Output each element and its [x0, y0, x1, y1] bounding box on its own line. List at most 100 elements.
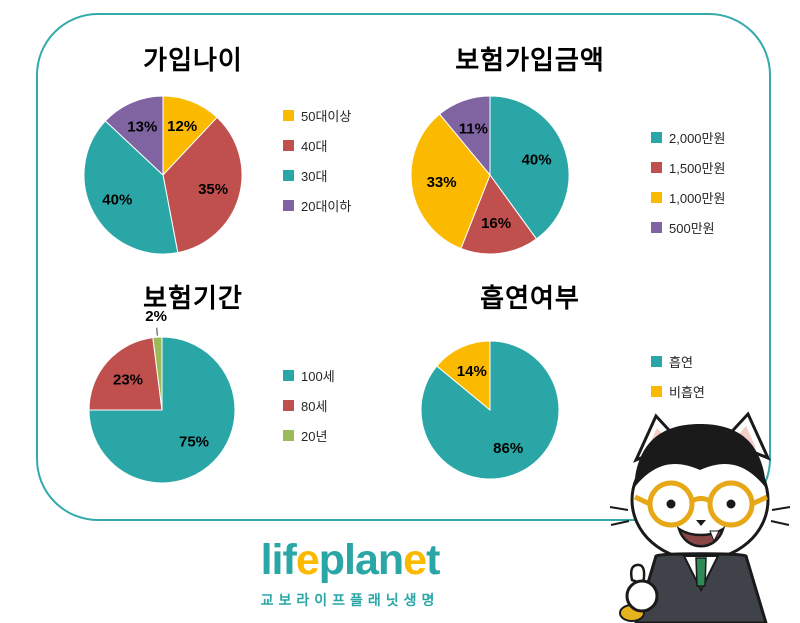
pie-percent-label: 40% [522, 151, 552, 168]
legend-item: 1,000만원 [651, 188, 725, 207]
pie-chart-smoking: 86% 14% [420, 340, 560, 480]
pie-chart-age: 12% 35% 40% 13% [83, 95, 243, 255]
pie-percent-label: 75% [179, 434, 209, 451]
logo-subtitle: 교보라이프플래닛생명 [260, 592, 440, 608]
legend-item: 20대이하 [283, 196, 351, 215]
pie-slice-500만원 [438, 95, 491, 177]
legend-item: 비흡연 [651, 382, 705, 401]
legend-label: 비흡연 [669, 385, 705, 400]
legend-label: 500만원 [669, 221, 715, 236]
pie-slice-흡연 [420, 340, 560, 480]
legend-label: 20대이하 [301, 199, 352, 214]
legend-swatch [651, 222, 662, 233]
legend-age: 50대이상 40대 30대 20대이하 [283, 106, 351, 226]
pie-chart-amount: 40% 16% 33% 11% [410, 95, 570, 255]
pie-percent-label: 33% [427, 174, 457, 191]
mascot-ear-right-inner [734, 426, 756, 448]
pie-percent-label: 40% [102, 192, 132, 209]
mascot-eye-right [726, 499, 736, 509]
pie-slice-20대이하 [104, 95, 164, 177]
mascot-eye-left [666, 499, 676, 509]
pie-slice-80세 [88, 337, 163, 411]
legend-amount: 2,000만원 1,500만원 1,000만원 500만원 [651, 128, 725, 248]
legend-swatch [283, 400, 294, 411]
legend-item: 1,500만원 [651, 158, 725, 177]
legend-item: 40대 [283, 136, 351, 155]
legend-swatch [651, 356, 662, 367]
legend-swatch [283, 370, 294, 381]
pie-slice-비흡연 [436, 340, 491, 412]
pie-chart-period: 75% 23% 2% [88, 308, 236, 484]
pie-percent-label: 14% [457, 363, 487, 380]
legend-item: 80세 [283, 396, 335, 415]
mascot-whiskers [609, 506, 791, 526]
pie-slice-50대이상 [162, 95, 218, 177]
pie-slice-1,500만원 [460, 173, 538, 255]
pie-percent-label: 86% [493, 440, 523, 457]
logo-segment: e [403, 536, 427, 584]
logo-segment: lif [260, 536, 297, 584]
pie-percent-label: 12% [167, 118, 197, 135]
legend-swatch [283, 140, 294, 151]
legend-swatch [651, 386, 662, 397]
mascot-thumb [629, 563, 646, 586]
pie-slice-1,000만원 [410, 113, 491, 250]
legend-item: 30대 [283, 166, 351, 185]
legend-item: 2,000만원 [651, 128, 725, 147]
legend-swatch [283, 170, 294, 181]
mascot-glasses [633, 480, 769, 528]
pie-slice-100세 [88, 336, 236, 484]
legend-label: 1,000만원 [669, 191, 726, 206]
legend-item: 500만원 [651, 218, 725, 237]
mascot-mouth [676, 526, 726, 548]
legend-swatch [283, 200, 294, 211]
chart-title-smoking: 흡연여부 [480, 283, 580, 313]
legend-label: 100세 [301, 369, 335, 384]
label-leader-line [156, 327, 158, 336]
mascot-cat [609, 411, 791, 623]
legend-label: 20년 [301, 429, 328, 444]
legend-period: 100세 80세 20년 [283, 366, 335, 456]
legend-label: 30대 [301, 169, 328, 184]
legend-item: 50대이상 [283, 106, 351, 125]
mascot-fang [709, 530, 720, 543]
legend-swatch [651, 162, 662, 173]
pie-slice-20년 [152, 336, 163, 411]
legend-swatch [651, 192, 662, 203]
pie-percent-label: 11% [459, 120, 488, 137]
legend-swatch [651, 132, 662, 143]
mascot-nose [696, 520, 706, 526]
lifeplanet-logo: lifeplanet 교보라이프플래닛생명 [0, 539, 700, 610]
logo-segment: e [295, 536, 320, 584]
legend-label: 흡연 [669, 355, 693, 370]
rounded-border-frame [36, 13, 771, 521]
pie-percent-label: 13% [127, 119, 157, 136]
chart-title-period: 보험기간 [143, 283, 243, 313]
legend-label: 80세 [301, 399, 328, 414]
chart-title-amount: 보험가입금액 [455, 45, 605, 75]
mascot-fist [625, 579, 659, 613]
legend-label: 1,500만원 [669, 161, 726, 176]
legend-item: 20년 [283, 426, 335, 445]
legend-swatch [283, 110, 294, 121]
pie-slice-30대 [83, 120, 179, 255]
pie-percent-label: 35% [198, 181, 228, 198]
legend-item: 흡연 [651, 352, 705, 371]
logo-segment: plan [318, 536, 404, 584]
logo-segment: t [426, 536, 440, 584]
logo-wordmark: lifeplanet [0, 539, 700, 582]
legend-label: 50대이상 [301, 109, 352, 124]
pie-percent-label: 23% [113, 372, 143, 389]
pie-percent-label: 16% [481, 215, 511, 232]
mascot-hair [634, 424, 766, 488]
mascot-tie [695, 557, 707, 587]
pie-percent-label: 2% [145, 308, 167, 325]
legend-label: 40대 [301, 139, 328, 154]
pie-slice-2,000만원 [489, 95, 570, 240]
legend-swatch [283, 430, 294, 441]
legend-item: 100세 [283, 366, 335, 385]
chart-title-age: 가입나이 [143, 45, 243, 75]
legend-label: 2,000만원 [669, 131, 726, 146]
